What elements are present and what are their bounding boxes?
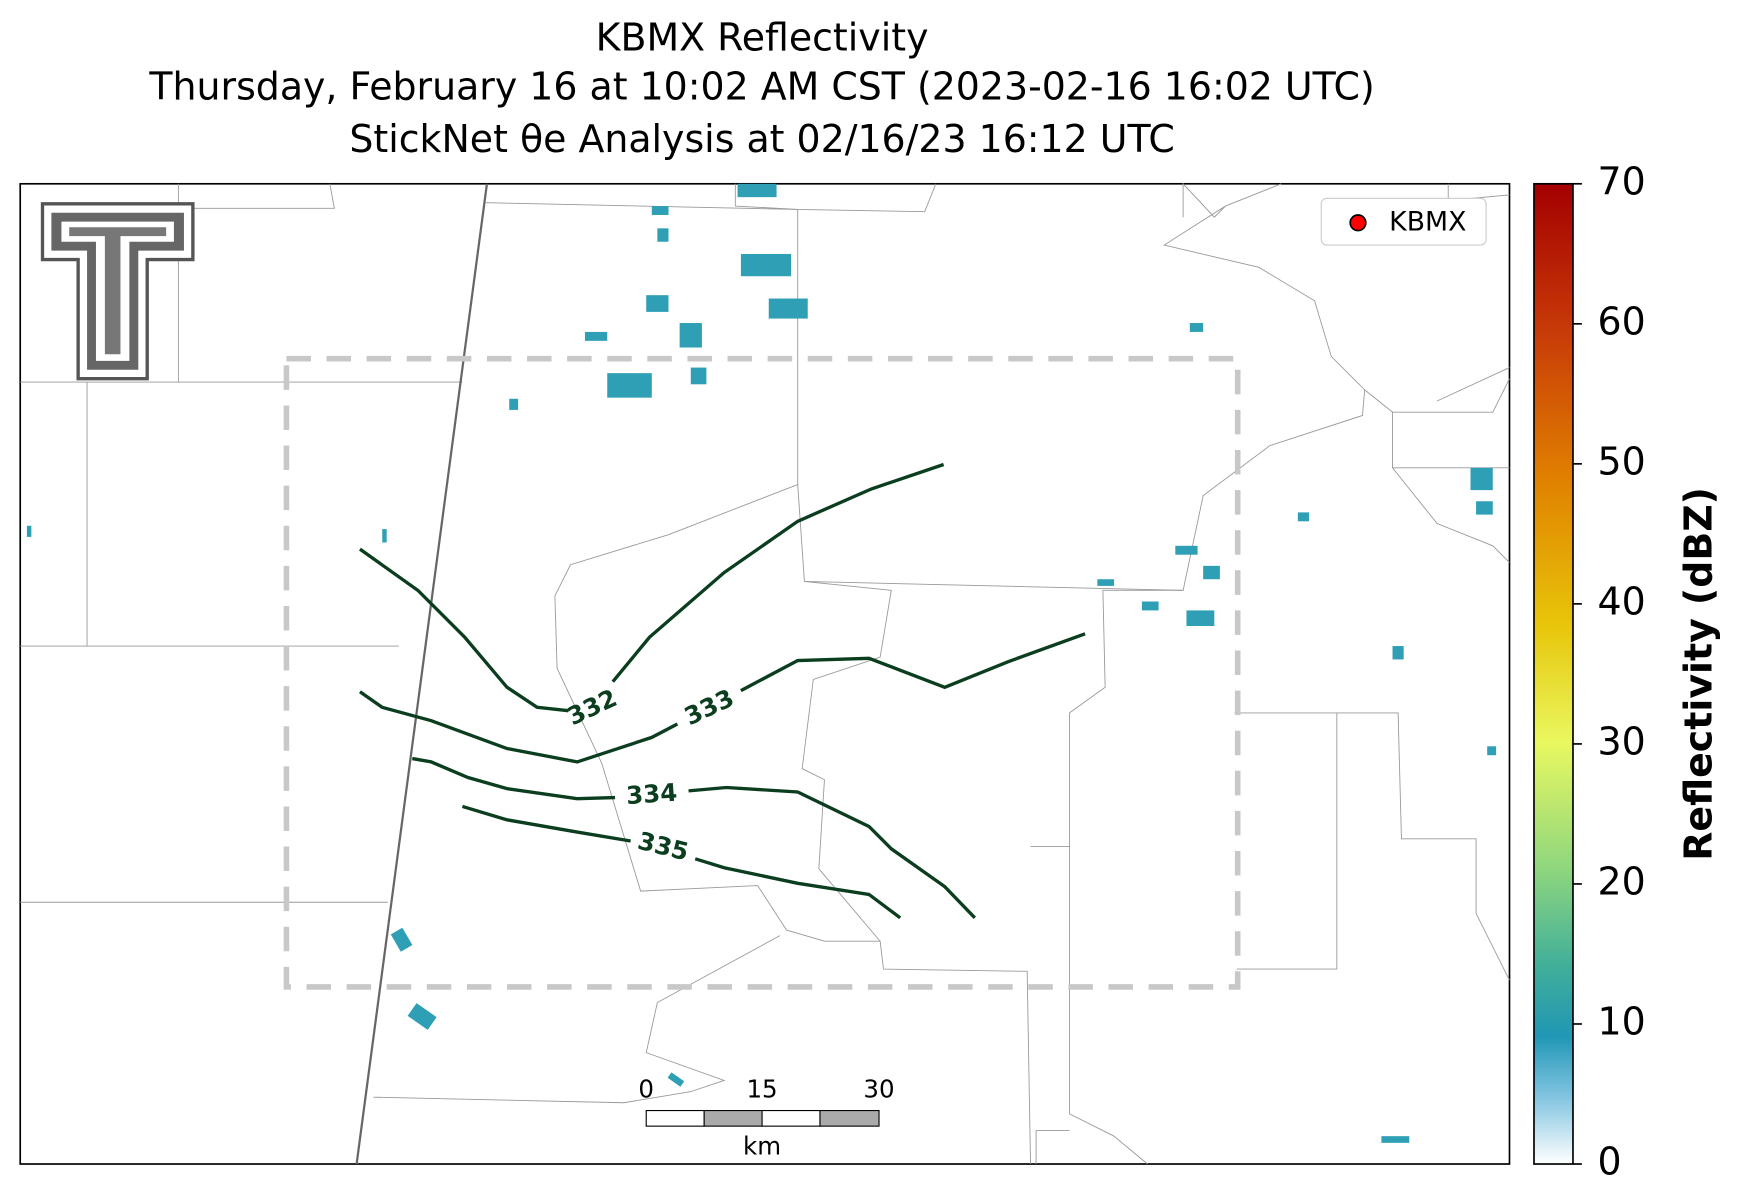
colorbar-tick-label: 0 xyxy=(1597,1140,1621,1184)
legend-label: KBMX xyxy=(1389,206,1466,237)
radar-echoes xyxy=(26,183,1497,1143)
colorbar-tick-label: 30 xyxy=(1597,719,1645,763)
colorbar-tick-label: 40 xyxy=(1597,579,1645,623)
contour-line xyxy=(461,804,902,920)
scale-bar: 0 15 30 km xyxy=(638,1074,894,1160)
contour-line xyxy=(358,462,945,713)
logo xyxy=(40,202,195,381)
scale-label: 15 xyxy=(746,1074,777,1103)
scale-label: 30 xyxy=(863,1074,894,1103)
legend: KBMX xyxy=(1320,197,1487,246)
legend-marker xyxy=(1349,214,1367,232)
colorbar-tick-label: 50 xyxy=(1597,439,1645,483)
contour-line xyxy=(358,632,1086,764)
title-line: StickNet θe Analysis at 02/16/23 16:12 U… xyxy=(349,117,1174,161)
analysis-box xyxy=(283,355,1241,990)
title-line: Thursday, February 16 at 10:02 AM CST (2… xyxy=(148,65,1374,109)
scale-unit: km xyxy=(743,1131,781,1160)
title-line: KBMX Reflectivity xyxy=(596,16,929,60)
colorbar-tick-label: 70 xyxy=(1597,159,1645,203)
county-lines xyxy=(20,182,1510,1165)
colorbar-tick-label: 20 xyxy=(1597,859,1645,903)
colorbar-tick-label: 10 xyxy=(1597,999,1645,1043)
colorbar-ticks: 0 10 20 30 40 50 60 70 xyxy=(1572,159,1646,1184)
colorbar xyxy=(1533,182,1574,1165)
legend-box xyxy=(1320,197,1487,246)
contour-line xyxy=(412,756,977,920)
scale-label: 0 xyxy=(638,1074,654,1103)
colorbar-label: Reflectivity (dBZ) xyxy=(1677,487,1721,861)
map-frame xyxy=(19,182,1511,1165)
contour-label: 334 xyxy=(625,778,678,810)
colorbar-tick-label: 60 xyxy=(1597,299,1645,343)
